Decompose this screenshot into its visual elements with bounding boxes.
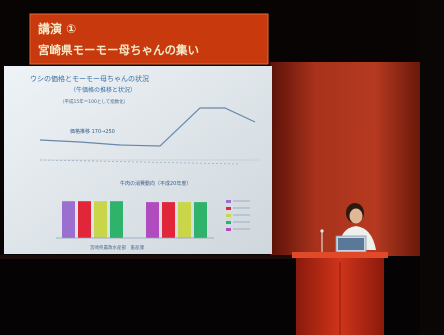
bar-4: [110, 201, 123, 238]
speaker-face: [349, 208, 363, 224]
bar-8: [194, 202, 207, 238]
reference-line: [39, 159, 241, 165]
bar-legend: [226, 200, 250, 231]
slide-title: ウシの価格とモーモー母ちゃんの状況: [30, 74, 149, 83]
slide-subtitle: （牛価格の推移と状況）: [70, 86, 136, 94]
stage-edge: [0, 255, 300, 259]
bar-2: [78, 201, 91, 238]
bar-7: [178, 202, 191, 238]
slide-legend-note: （平成15年＝100として指数化）: [60, 98, 128, 105]
bar-1: [62, 201, 75, 238]
bar-3: [94, 201, 107, 238]
microphone: [320, 229, 324, 253]
slide-bar-chart: [56, 201, 214, 239]
laptop: [335, 235, 367, 253]
bar-chart-title: 牛肉の消費動向（平成20年度）: [120, 180, 191, 187]
slide-line-chart: [39, 107, 260, 165]
podium: [292, 252, 388, 335]
event-banner: [29, 13, 269, 65]
bar-6: [162, 202, 175, 238]
price-trend-line: [39, 107, 256, 147]
banner-line-2: 宮崎県モーモー母ちゃんの集い: [38, 43, 199, 57]
bar-5: [146, 202, 159, 238]
banner-line-1: 講演 ①: [38, 21, 76, 36]
right-wall: [420, 0, 444, 335]
slide-footer: 宮崎県農政水産部 畜産課: [90, 244, 144, 251]
slide-annotation: 価格推移 170→250: [70, 128, 115, 135]
